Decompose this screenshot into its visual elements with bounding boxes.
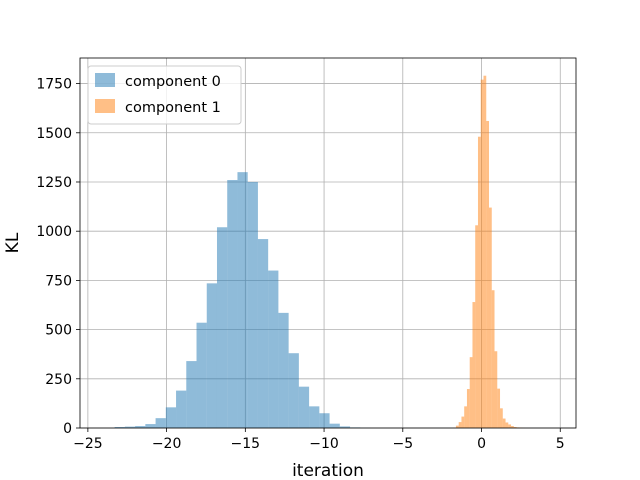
histogram-bar-component-1 [477,136,481,429]
histogram-bar-component-0 [114,427,125,428]
histogram-bars [114,75,525,429]
y-tick-label: 0 [63,421,72,437]
histogram-bar-component-0 [196,322,207,428]
histogram-bar-component-0 [237,172,248,428]
x-tick-label: −25 [73,436,103,452]
histogram-bar-component-1 [461,416,465,428]
histogram-bar-component-1 [505,422,509,428]
histogram-bar-component-1 [483,75,487,428]
histogram-bar-component-1 [472,302,476,428]
histogram-bar-component-0 [206,283,217,428]
histogram-bar-component-1 [475,225,478,428]
x-tick-label: 0 [477,436,486,452]
histogram-bar-component-1 [491,290,495,428]
x-tick-label: 5 [556,436,565,452]
histogram-bar-component-1 [502,418,506,428]
y-tick-label: 250 [45,372,72,388]
histogram-bar-component-1 [480,79,484,429]
histogram-bar-component-0 [155,418,166,428]
histogram-bar-component-0 [309,406,320,428]
x-tick-label: −15 [231,436,261,452]
histogram-bar-component-0 [278,312,289,428]
histogram-bar-component-0 [186,361,197,428]
histogram-bar-component-1 [455,425,459,428]
histogram-bar-component-1 [511,426,514,428]
legend-box [87,65,242,125]
axis-ticks: −25 −20 −15 −10 −5 0 5 0 250 500 750 1000 1250 1500 17… [36,77,564,452]
y-tick-label: 750 [45,273,72,289]
x-axis-label: iteration [292,461,364,480]
legend-swatch-component-0 [95,73,115,87]
histogram-bar-component-0 [298,386,310,428]
histogram-bar-component-1 [500,408,503,428]
plot-area-frame [79,57,577,429]
histogram-bar-component-0 [216,227,228,428]
histogram-bar-component-1 [508,424,512,428]
histogram-bar-component-0 [135,426,146,428]
legend-swatch-component-1 [95,99,115,113]
histogram-bar-component-0 [247,181,258,428]
histogram-bar-component-1 [486,120,490,428]
legend-label-component-1: component 1 [125,100,221,116]
histogram-bar-component-0 [257,239,269,428]
histogram-bar-component-0 [165,407,177,428]
y-tick-label: 1500 [36,126,72,142]
x-tick-label: −5 [392,436,413,452]
histogram-bar-component-0 [319,413,330,428]
histogram-bar-component-0 [268,270,279,428]
histogram-bar-component-1 [458,422,462,428]
histogram-bar-component-0 [124,426,136,428]
histogram-bar-component-0 [329,423,340,428]
y-tick-label: 1000 [36,224,72,240]
histogram-bar-component-0 [339,426,351,428]
histogram-bar-component-1 [494,351,498,428]
histogram-bar-component-1 [466,389,470,428]
histogram-bar-component-0 [145,424,156,428]
histogram-bar-component-0 [227,180,238,428]
x-tick-label: −10 [309,436,339,452]
y-tick-label: 1250 [36,175,72,191]
histogram-bar-component-1 [469,357,473,428]
y-tick-label: 500 [45,323,72,339]
histogram-bar-component-0 [288,353,299,428]
histogram-bar-component-1 [464,406,467,428]
y-tick-label: 1750 [36,77,72,93]
y-axis-label: KL [3,232,23,253]
histogram-bar-component-1 [513,427,517,428]
legend-label-component-0: component 0 [125,74,221,90]
x-tick-label: −20 [152,436,182,452]
legend: component 0 component 1 [87,65,242,125]
histogram-bar-component-1 [489,207,492,428]
histogram-bar-component-0 [176,390,187,428]
histogram-bar-component-1 [497,388,501,428]
